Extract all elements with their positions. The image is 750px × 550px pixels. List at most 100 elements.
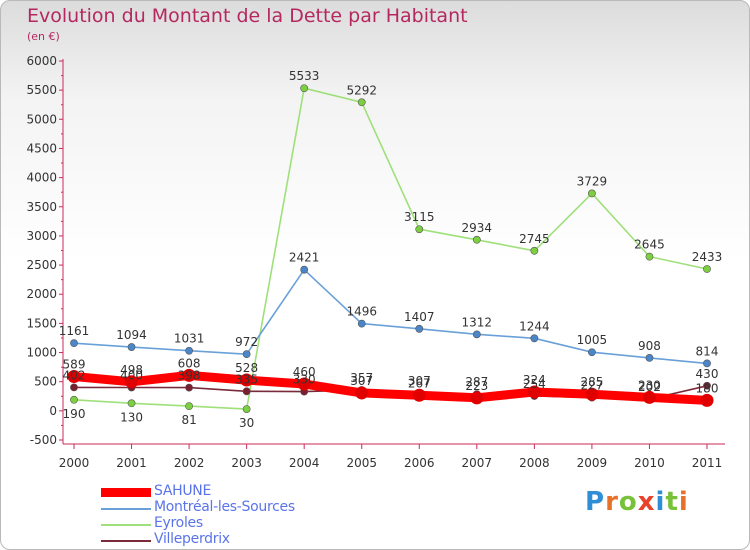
data-label: 180 (696, 381, 719, 395)
data-point (470, 391, 484, 405)
data-point (527, 385, 541, 399)
data-label: 307 (350, 374, 373, 388)
y-tick-label: 4000 (26, 171, 57, 185)
data-point (588, 189, 596, 198)
data-point (472, 235, 481, 244)
data-point (703, 265, 711, 273)
data-point (703, 359, 711, 368)
data-label: 5533 (289, 69, 320, 83)
data-point (355, 386, 369, 400)
data-point (185, 346, 193, 355)
data-label: 589 (63, 358, 86, 372)
x-tick-label: 2011 (692, 456, 723, 470)
data-point (240, 373, 254, 387)
data-label: 528 (235, 361, 258, 375)
x-tick-label: 2006 (404, 456, 435, 470)
data-label: 1005 (577, 333, 608, 347)
data-point (125, 375, 139, 389)
data-label: 30 (239, 416, 254, 430)
y-tick-label: 2000 (26, 287, 57, 301)
y-tick-label: 1500 (26, 316, 57, 330)
data-label: 254 (523, 377, 546, 391)
data-label: 1244 (519, 319, 550, 333)
logo-letter: P (585, 487, 606, 517)
y-tick-label: 6000 (26, 54, 57, 68)
series-line (69, 370, 712, 405)
data-point (530, 334, 539, 343)
data-label: 267 (408, 376, 431, 390)
legend-swatch (101, 488, 151, 497)
data-label: 398 (178, 369, 201, 383)
x-tick-label: 2005 (346, 456, 377, 470)
data-point (300, 84, 309, 93)
x-tick-label: 2008 (519, 456, 550, 470)
data-label: 81 (181, 413, 196, 427)
data-label: 357 (350, 371, 373, 385)
data-label: 1161 (59, 324, 90, 338)
proxiti-logo: Proxiti (585, 487, 689, 517)
data-point (585, 387, 599, 401)
data-label: 130 (120, 410, 143, 424)
y-tick-label: 5500 (26, 83, 57, 97)
data-label: 3729 (577, 174, 608, 188)
data-point (300, 265, 309, 274)
data-point (415, 225, 424, 234)
data-label: 908 (638, 339, 661, 353)
data-point (472, 330, 481, 339)
data-label: 2645 (634, 238, 665, 252)
data-point (70, 395, 78, 404)
legend-label: Montréal-les-Sources (154, 499, 295, 515)
data-point (185, 383, 193, 392)
data-label: 2433 (692, 250, 723, 264)
x-tick-label: 2009 (577, 456, 608, 470)
logo-letter: o (618, 487, 638, 517)
data-label: 202 (638, 380, 661, 394)
data-label: 3115 (404, 210, 435, 224)
x-tick-label: 2003 (231, 456, 262, 470)
data-point (67, 370, 81, 384)
data-point (70, 339, 78, 348)
x-tick-label: 2007 (462, 456, 493, 470)
legend-label: Villeperdrix (154, 531, 230, 547)
data-label: 335 (235, 372, 258, 386)
y-tick-label: -500 (30, 433, 57, 447)
data-label: 814 (696, 344, 719, 358)
data-label: 324 (523, 373, 546, 387)
y-tick-label: 1000 (26, 346, 57, 360)
data-label: 498 (120, 363, 143, 377)
y-tick-label: 3500 (26, 200, 57, 214)
data-label: 460 (293, 365, 316, 379)
data-point (588, 348, 596, 357)
data-label: 285 (580, 375, 603, 389)
logo-letter: x (637, 487, 656, 517)
data-label: 1496 (346, 305, 377, 319)
data-label: 2421 (289, 251, 320, 265)
data-point (530, 246, 539, 255)
data-point (357, 319, 366, 328)
data-label: 5292 (346, 83, 377, 97)
logo-letter: i (678, 487, 689, 517)
data-point (703, 381, 711, 390)
data-label: 190 (63, 407, 86, 421)
data-point (127, 399, 136, 408)
data-label: 430 (696, 367, 719, 381)
y-tick-label: 2500 (26, 258, 57, 272)
x-tick-label: 2002 (174, 456, 205, 470)
data-label: 227 (580, 379, 603, 393)
data-label: 1407 (404, 310, 435, 324)
data-point (700, 393, 714, 407)
data-point (242, 387, 251, 396)
logo-letter: t (665, 487, 679, 517)
data-point (412, 388, 426, 402)
y-tick-label: 0 (49, 404, 57, 418)
data-label: 307 (408, 374, 431, 388)
x-tick-label: 2010 (634, 456, 665, 470)
x-tick-label: 2001 (116, 456, 147, 470)
data-label: 972 (235, 335, 258, 349)
data-point (415, 324, 424, 333)
data-label: 1312 (462, 315, 493, 329)
legend-swatch (101, 540, 151, 542)
data-label: 400 (120, 369, 143, 383)
